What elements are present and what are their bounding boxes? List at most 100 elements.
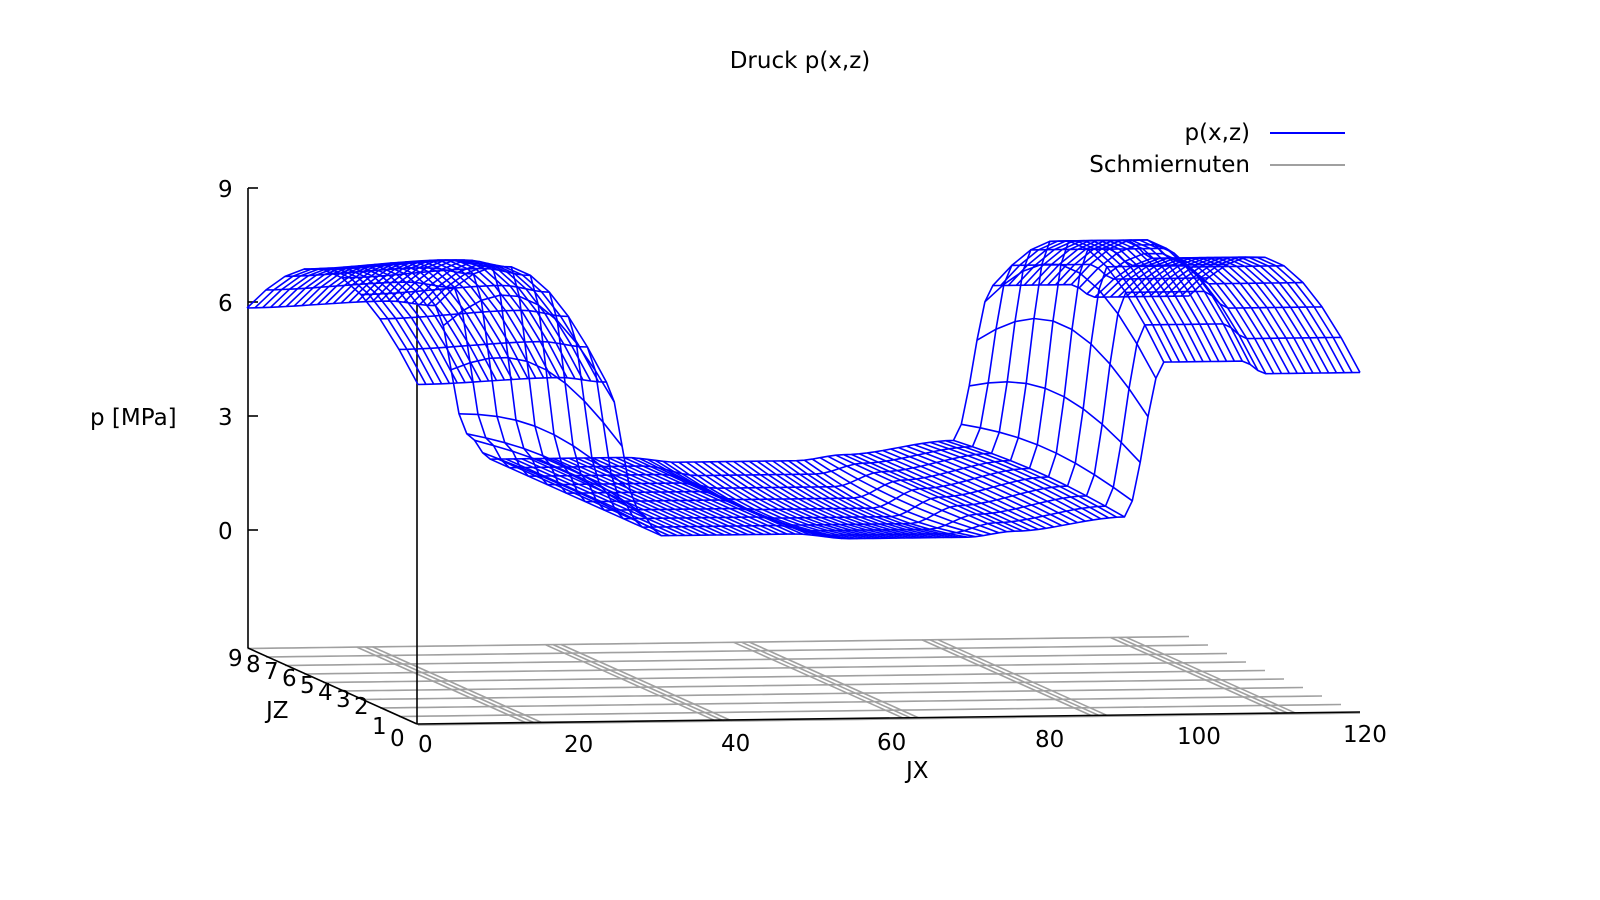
surface-column-line [592, 457, 764, 536]
groove-line [1117, 636, 1290, 715]
surface-column-line [1047, 239, 1220, 362]
surface-column-line [827, 455, 1000, 534]
surface-column-line [733, 460, 905, 539]
groove-line [356, 646, 529, 725]
surface-column-line [882, 449, 1055, 528]
pressure-surface [246, 239, 1361, 540]
surface-column-line [482, 451, 654, 530]
surface-column-line [537, 457, 709, 536]
z-tick-label-6: 6 [218, 291, 233, 317]
surface-column-line [560, 457, 733, 536]
jx-axis [416, 711, 1361, 725]
surface-column-line [1172, 256, 1346, 374]
jz-tick-label-0: 0 [390, 726, 405, 752]
jz-tick-label-6: 6 [282, 666, 297, 692]
surface-column-line [490, 458, 662, 537]
surface-column-line [513, 458, 686, 537]
chart-title: Druck p(x,z) [730, 48, 871, 74]
jz-tick-label-7: 7 [264, 659, 279, 685]
groove-grid-line [417, 712, 1361, 726]
surface-column-line [811, 458, 984, 537]
surface-column-line [866, 452, 1039, 531]
groove-line [733, 641, 906, 720]
groove-line [1125, 636, 1298, 715]
surface-row-line [379, 290, 1323, 532]
legend: p(x,z) Schmiernuten [1089, 120, 1345, 178]
jz-tick-label-3: 3 [336, 687, 351, 713]
jz-tick-label-4: 4 [318, 680, 333, 706]
surface-column-line [442, 294, 615, 403]
surface-column-line [348, 261, 521, 380]
surface-column-line [568, 457, 741, 536]
x-axis-label: JX [904, 758, 929, 784]
surface-column-line [914, 443, 1086, 522]
groove-line [544, 643, 717, 722]
surface-column-line [764, 460, 937, 539]
legend-label-grooves: Schmiernuten [1089, 152, 1250, 178]
groove-grid-line [246, 635, 1190, 650]
surface-column-line [544, 457, 717, 536]
surface-column-line [372, 259, 545, 379]
surface-column-line [411, 262, 584, 381]
surface-column-line [340, 261, 513, 380]
surface-column-line [937, 440, 1110, 519]
surface-column-line [756, 460, 929, 539]
groove-grid-line [322, 669, 1266, 684]
surface-column-line [788, 460, 960, 539]
surface-column-line [631, 456, 803, 535]
surface-column-line [450, 356, 623, 447]
surface-column-line [709, 461, 882, 540]
surface-column-line [301, 265, 474, 383]
z-tick-label-9: 9 [218, 177, 233, 203]
surface-column-line [953, 439, 1125, 518]
surface-column-line [843, 453, 1015, 532]
surface-column-line [835, 454, 1008, 533]
surface-column-line [474, 439, 647, 518]
surface-column-line [969, 380, 1141, 463]
surface-column-line [748, 460, 921, 539]
surface-column-line [741, 460, 913, 539]
surface-column-line [1078, 243, 1251, 365]
groove-line [552, 643, 725, 722]
surface-column-line [921, 442, 1094, 521]
z-tick-label-0: 0 [218, 519, 233, 545]
surface-column-line [387, 259, 561, 378]
groove-line [937, 638, 1110, 717]
surface-column-line [819, 457, 992, 535]
surface-column-line [1180, 256, 1353, 373]
jz-tick-label-9: 9 [228, 646, 243, 672]
surface-column-line [497, 458, 670, 537]
surface-column-line [529, 457, 701, 536]
z-axis-label: p [MPa] [90, 405, 177, 431]
surface-column-line [874, 451, 1047, 530]
surface-column-line [607, 456, 780, 535]
surface-column-line [1164, 256, 1338, 374]
axes [247, 187, 1361, 725]
surface-column-line [615, 456, 788, 535]
surface-column-line [426, 265, 600, 383]
surface-column-line [929, 441, 1102, 520]
groove-grid [246, 635, 1361, 726]
surface-column-line [670, 461, 843, 540]
jz-tick-label-8: 8 [246, 652, 261, 678]
jz-axis-label: JZ [264, 698, 289, 724]
groove-line [741, 641, 913, 720]
surface-column-line [293, 265, 466, 383]
groove-grid-line [398, 703, 1342, 718]
jz-tick-label-1: 1 [372, 714, 387, 740]
jz-tick-label-2: 2 [354, 694, 369, 720]
groove-line [372, 646, 544, 725]
surface-column-line [552, 457, 725, 536]
groove-line [749, 641, 921, 720]
groove-grid-line [379, 695, 1323, 709]
surface-column-line [945, 439, 1118, 518]
surface-column-line [906, 445, 1078, 524]
surface-column-line [584, 457, 756, 536]
x-tick-label-120: 120 [1343, 722, 1387, 748]
surface-column-line [1188, 256, 1361, 373]
groove-line [921, 639, 1094, 718]
surface-column-line [890, 448, 1063, 527]
surface-column-line [725, 460, 897, 539]
surface-column-line [505, 458, 678, 537]
